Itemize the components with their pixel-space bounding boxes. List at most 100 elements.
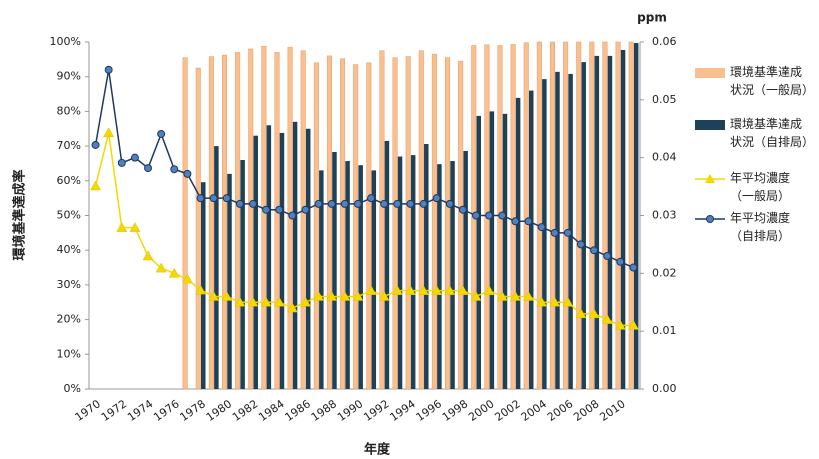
legend-swatch	[695, 68, 725, 78]
bar	[201, 182, 206, 389]
marker	[157, 129, 166, 138]
marker	[483, 285, 495, 295]
marker	[485, 211, 494, 220]
marker	[432, 194, 441, 203]
marker	[288, 211, 297, 220]
x-tick-label: 1970	[73, 397, 103, 424]
bar	[410, 155, 416, 389]
marker	[404, 285, 416, 295]
bar	[576, 41, 582, 390]
bar	[235, 52, 241, 390]
x-tick-label: 2000	[466, 397, 496, 424]
bar	[253, 135, 258, 389]
marker	[601, 314, 613, 324]
legend-swatch	[695, 120, 725, 130]
bar	[628, 41, 634, 390]
marker	[536, 296, 548, 307]
bar	[581, 62, 586, 389]
bar	[510, 44, 516, 390]
x-axis-label: 年度	[364, 442, 391, 458]
marker	[155, 262, 167, 273]
y-tick-label: 40%	[57, 243, 81, 256]
bar	[326, 55, 332, 390]
bar	[542, 79, 547, 389]
legend-label: 環境基準達成状況（自排局）	[730, 117, 815, 149]
bar	[208, 56, 214, 390]
x-tick-label: 2004	[519, 397, 549, 424]
y2-tick-label: 0.00	[652, 382, 677, 395]
bar	[437, 164, 442, 389]
marker	[588, 308, 600, 319]
x-tick-label: 2006	[545, 397, 575, 424]
marker	[365, 285, 377, 295]
marker	[614, 319, 626, 330]
marker	[196, 194, 205, 203]
bar	[528, 90, 534, 389]
marker	[353, 199, 362, 208]
bar	[261, 45, 267, 390]
x-tick-label: 1992	[361, 397, 391, 424]
legend-label: 年平均濃度（自排局）	[730, 211, 791, 243]
marker	[511, 217, 520, 226]
marker	[209, 194, 218, 203]
marker	[129, 222, 141, 232]
y2-tick-label: 0.01	[652, 324, 677, 337]
marker	[524, 217, 533, 226]
marker	[183, 169, 192, 178]
bar	[313, 62, 319, 390]
marker	[90, 180, 101, 191]
x-tick-label: 2010	[597, 397, 627, 424]
marker	[470, 290, 482, 301]
y2-tick-label: 0.06	[652, 35, 677, 48]
marker	[130, 153, 139, 162]
bar	[195, 67, 201, 390]
x-tick-label: 2008	[571, 397, 601, 424]
x-tick-label: 1994	[387, 397, 417, 424]
bar	[549, 41, 555, 390]
marker	[378, 290, 390, 301]
bar	[431, 53, 437, 390]
marker	[221, 290, 233, 301]
marker	[352, 290, 364, 301]
bar	[489, 111, 495, 390]
bar	[366, 62, 372, 390]
bar	[450, 161, 455, 389]
y-tick-label: 90%	[57, 70, 81, 83]
marker	[275, 205, 284, 214]
marker	[367, 194, 376, 203]
marker	[195, 284, 206, 295]
marker	[537, 223, 546, 232]
marker	[391, 285, 403, 295]
marker	[300, 296, 311, 307]
marker	[603, 251, 612, 260]
x-tick-label: 1986	[283, 397, 313, 424]
marker	[91, 140, 100, 149]
x-tick-label: 1982	[230, 397, 260, 424]
marker	[262, 205, 271, 214]
legend-marker	[705, 174, 715, 183]
marker	[117, 158, 126, 167]
bar	[214, 146, 219, 389]
marker	[326, 290, 338, 301]
marker	[576, 240, 585, 249]
y-tick-label: 50%	[57, 209, 81, 222]
y-tick-label: 20%	[57, 313, 81, 326]
bar	[305, 128, 311, 389]
bar	[607, 55, 613, 389]
marker	[260, 296, 272, 307]
legend-label: 環境基準達成状況（一般局）	[730, 65, 815, 97]
marker	[327, 199, 336, 208]
bar	[222, 54, 227, 390]
marker	[222, 194, 231, 203]
marker	[340, 199, 349, 208]
bar	[602, 41, 608, 390]
marker	[472, 211, 481, 220]
marker	[273, 296, 285, 307]
bar	[502, 113, 508, 389]
y-tick-label: 10%	[57, 347, 81, 360]
marker	[208, 290, 220, 301]
bar	[392, 57, 398, 390]
x-tick-label: 1990	[335, 397, 365, 424]
marker	[523, 290, 534, 301]
